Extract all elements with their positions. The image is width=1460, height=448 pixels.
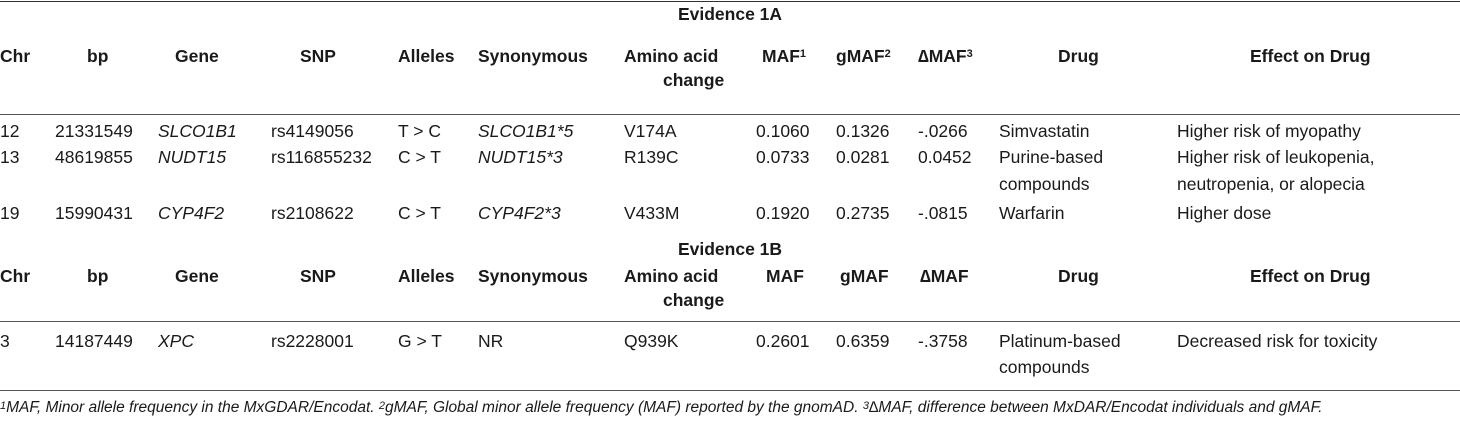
cell-drug: Warfarin [999,203,1065,223]
header-rule-1a [0,114,1460,115]
header-aa-line2: change [663,290,725,310]
cell-drug-line2: compounds [999,174,1090,194]
top-rule [0,1,1460,2]
header-dmaf: ∆MAF [920,266,969,286]
header-synonymous: Synonymous [478,266,588,286]
cell-dmaf: -.0815 [918,203,968,223]
cell-maf: 0.2601 [756,331,810,351]
cell-maf: 0.1920 [756,203,810,223]
header-drug: Drug [1058,266,1099,286]
cell-effect: Higher risk of myopathy [1177,121,1361,141]
footnote-text: MAF, Minor allele frequency in the MxGDA… [6,399,379,416]
header-drug: Drug [1058,46,1099,66]
cell-gmaf: 0.1326 [836,121,890,141]
header-aa-line1: Amino acid [624,46,719,66]
header-synonymous: Synonymous [478,46,588,66]
header-effect: Effect on Drug [1250,46,1371,66]
header-snp: SNP [300,266,336,286]
cell-alleles: T > C [398,121,441,141]
cell-snp: rs2108622 [271,203,354,223]
footnote-text: gMAF, Global minor allele frequency (MAF… [384,399,863,416]
cell-gene: XPC [158,331,194,351]
header-bp: bp [87,266,109,286]
cell-bp: 21331549 [55,121,133,141]
cell-gene: CYP4F2 [158,203,225,223]
cell-drug: Platinum-based [999,331,1121,351]
header-gmaf: gMAF [840,266,889,286]
header-chr: Chr [0,266,31,286]
cell-gmaf: 0.2735 [836,203,890,223]
section-title-1b: Evidence 1B [677,239,783,259]
cell-synonymous: SLCO1B1*5 [478,121,574,141]
cell-maf: 0.1060 [756,121,810,141]
footnote-marker: 3 [862,400,869,412]
header-dmaf: ∆MAF3 [918,46,973,66]
header-chr: Chr [0,46,31,66]
cell-dmaf: -.0266 [918,121,968,141]
cell-effect: Higher dose [1177,203,1272,223]
cell-maf: 0.0733 [756,147,810,167]
cell-aa: V174A [624,121,677,141]
cell-chr: 3 [0,331,10,351]
header-bp: bp [87,46,109,66]
cell-bp: 48619855 [55,147,133,167]
footnote-marker: 1 [0,400,7,412]
cell-alleles: C > T [398,203,441,223]
cell-bp: 15990431 [55,203,133,223]
cell-aa: Q939K [624,331,679,351]
header-rule-1b [0,321,1460,322]
cell-chr: 19 [0,203,20,223]
header-maf: MAF [766,266,804,286]
table-footnote: 1MAF, Minor allele frequency in the MxGD… [0,396,1460,420]
cell-snp: rs2228001 [271,331,354,351]
header-gene: Gene [175,266,219,286]
cell-snp: rs4149056 [271,121,354,141]
header-alleles: Alleles [398,266,455,286]
header-aa-line1: Amino acid [624,266,719,286]
cell-effect: Decreased risk for toxicity [1177,331,1378,351]
cell-effect-line2: neutropenia, or alopecia [1177,174,1365,194]
cell-gene: NUDT15 [158,147,227,167]
cell-aa: R139C [624,147,679,167]
cell-alleles: C > T [398,147,441,167]
header-maf: MAF1 [762,46,807,66]
cell-gmaf: 0.6359 [836,331,890,351]
header-snp: SNP [300,46,336,66]
header-effect: Effect on Drug [1250,266,1371,286]
footnote-text: ∆MAF, difference between MxDAR/Encodat i… [868,399,1323,416]
cell-dmaf: -.3758 [918,331,968,351]
footnote-marker: 2 [378,400,385,412]
header-aa-line2: change [663,70,725,90]
cell-chr: 12 [0,121,20,141]
cell-gene: SLCO1B1 [158,121,237,141]
cell-effect: Higher risk of leukopenia, [1177,147,1375,167]
cell-synonymous: NUDT15*3 [478,147,563,167]
cell-synonymous: NR [478,331,504,351]
cell-bp: 14187449 [55,331,133,351]
cell-gmaf: 0.0281 [836,147,890,167]
cell-drug: Simvastatin [999,121,1090,141]
cell-alleles: G > T [398,331,442,351]
cell-drug-line2: compounds [999,357,1090,377]
cell-snp: rs116855232 [271,147,372,167]
header-gmaf: gMAF2 [836,46,891,66]
bottom-rule [0,390,1460,391]
cell-aa: V433M [624,203,680,223]
cell-dmaf: 0.0452 [918,147,972,167]
cell-synonymous: CYP4F2*3 [478,203,561,223]
header-alleles: Alleles [398,46,455,66]
cell-drug: Purine-based [999,147,1104,167]
section-title-1a: Evidence 1A [677,4,783,24]
cell-chr: 13 [0,147,20,167]
header-gene: Gene [175,46,219,66]
